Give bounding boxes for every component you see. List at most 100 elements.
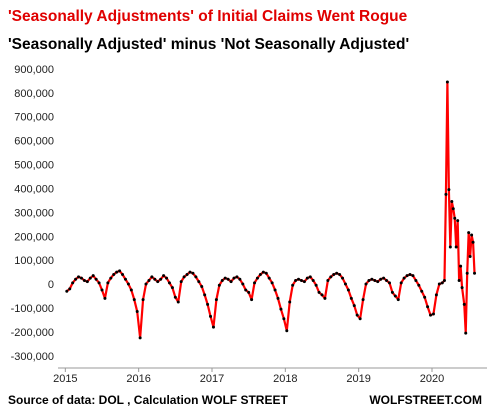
data-point [123, 277, 127, 281]
data-point [159, 277, 163, 281]
y-tick-label: -300,000 [11, 351, 54, 363]
data-point [367, 278, 371, 282]
y-tick-label: 600,000 [14, 136, 54, 148]
data-point [156, 280, 160, 284]
data-point [220, 278, 224, 282]
data-point [361, 298, 365, 302]
data-point [373, 278, 377, 282]
data-point [79, 276, 83, 280]
data-point [390, 290, 394, 294]
data-point [94, 277, 98, 281]
data-point [103, 296, 107, 300]
data-point [302, 280, 306, 284]
data-point [200, 284, 204, 288]
y-tick-label: 900,000 [14, 64, 54, 76]
data-point [364, 282, 368, 286]
x-tick-label: 2020 [420, 373, 444, 385]
data-point [285, 329, 289, 333]
data-point [129, 288, 133, 292]
data-point [88, 276, 92, 280]
data-point [329, 275, 333, 279]
data-point [376, 280, 380, 284]
data-point [434, 293, 438, 297]
data-point [411, 274, 415, 278]
data-point [85, 280, 89, 284]
y-tick-label: 500,000 [14, 160, 54, 172]
data-point [276, 296, 280, 300]
data-point [448, 245, 452, 249]
data-point [399, 281, 403, 285]
data-point [138, 336, 142, 340]
data-point [65, 289, 69, 293]
data-point [420, 289, 424, 293]
data-point [167, 281, 171, 285]
data-point [241, 282, 245, 286]
x-tick-label: 2015 [53, 373, 77, 385]
data-point [226, 277, 230, 281]
data-point [405, 274, 409, 278]
data-point [317, 290, 321, 294]
chart-subtitle: 'Seasonally Adjusted' minus 'Not Seasona… [8, 36, 409, 53]
data-point [126, 282, 130, 286]
data-point [305, 276, 309, 280]
data-point [188, 270, 192, 274]
data-point [261, 270, 265, 274]
data-point [82, 278, 86, 282]
y-tick-label: 200,000 [14, 231, 54, 243]
data-point [106, 281, 110, 285]
data-point [431, 312, 435, 316]
y-tick-label: -100,000 [11, 303, 54, 315]
data-point [457, 278, 461, 282]
data-point [408, 272, 412, 276]
data-point [273, 288, 277, 292]
data-point [118, 269, 122, 273]
data-point [471, 240, 475, 244]
data-point [115, 270, 119, 274]
data-point [343, 282, 347, 286]
data-point [355, 313, 359, 317]
data-point [170, 286, 174, 290]
data-point [341, 276, 345, 280]
data-point [473, 271, 477, 275]
data-point [282, 317, 286, 321]
data-point [468, 255, 472, 259]
data-point [462, 302, 466, 306]
data-point [112, 272, 116, 276]
x-tick-label: 2019 [346, 373, 370, 385]
data-point [352, 304, 356, 308]
data-point [223, 276, 227, 280]
x-tick-label: 2018 [273, 373, 297, 385]
data-point [414, 278, 418, 282]
data-point [182, 275, 186, 279]
data-point [68, 287, 72, 291]
data-point [379, 277, 383, 281]
data-point [326, 278, 330, 282]
data-point [447, 188, 451, 192]
data-point [450, 200, 454, 204]
data-point [209, 314, 213, 318]
data-point [453, 216, 457, 220]
data-point [132, 298, 136, 302]
data-point [173, 295, 177, 299]
data-point [320, 293, 324, 297]
data-point [153, 277, 157, 281]
data-point [288, 300, 292, 304]
data-point [109, 276, 113, 280]
data-point [314, 283, 318, 287]
data-point [165, 276, 169, 280]
data-point [247, 290, 251, 294]
data-point [71, 281, 75, 285]
y-tick-label: 0 [48, 279, 54, 291]
data-point [77, 275, 81, 279]
data-point [121, 272, 125, 276]
data-point [279, 307, 283, 311]
data-point [308, 275, 312, 279]
data-point [229, 280, 233, 284]
data-point [185, 272, 189, 276]
y-tick-label: 700,000 [14, 112, 54, 124]
data-point [349, 296, 353, 300]
data-point [250, 298, 254, 302]
brand: WOLFSTREET.COM [369, 393, 482, 407]
data-point [437, 282, 441, 286]
